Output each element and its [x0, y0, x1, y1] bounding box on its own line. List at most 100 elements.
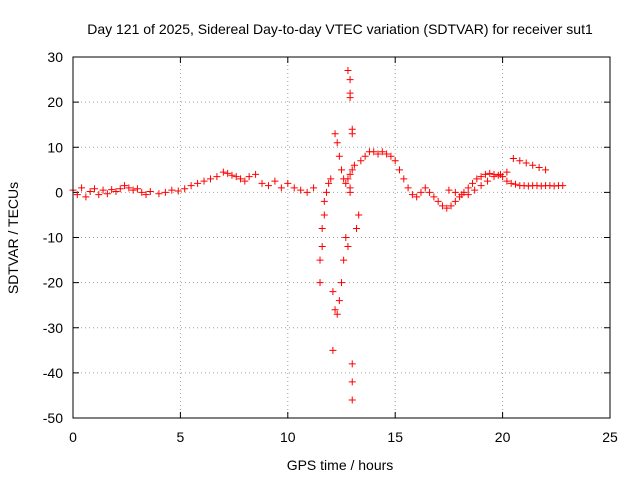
data-point [438, 202, 446, 210]
data-point [320, 211, 328, 219]
data-point [378, 148, 386, 156]
series-disturbed [316, 67, 363, 404]
data-point [344, 67, 352, 75]
data-point [387, 152, 395, 160]
data-point [333, 310, 341, 318]
data-point [395, 166, 403, 174]
data-point [357, 157, 365, 165]
y-axis-label: SDTVAR / TECUs [5, 182, 21, 294]
data-point [469, 179, 477, 187]
data-point [421, 184, 429, 192]
data-point [346, 76, 354, 84]
data-point [252, 170, 260, 178]
data-point [391, 157, 399, 165]
data-point [331, 306, 339, 314]
y-tick-label: -40 [43, 365, 63, 381]
data-point [496, 170, 504, 178]
data-point [338, 279, 345, 287]
plot-frame [72, 56, 611, 419]
data-point [445, 186, 453, 194]
data-point [451, 188, 459, 196]
data-point [348, 166, 356, 174]
y-tick-label: -10 [43, 230, 63, 246]
data-point [400, 175, 408, 183]
data-point [342, 179, 350, 187]
x-tick-labels: 0 5 10 15 20 25 [69, 429, 618, 445]
x-tick-label: 5 [177, 429, 185, 445]
data-point [374, 150, 382, 158]
series-post-storm [357, 148, 567, 212]
data-point [503, 177, 511, 185]
data-point [187, 182, 195, 190]
data-point [155, 190, 163, 198]
y-tick-label: 30 [47, 49, 63, 65]
data-point [125, 184, 133, 192]
data-point [146, 187, 154, 195]
data-point [258, 179, 266, 187]
data-point [511, 180, 519, 188]
data-point [318, 243, 326, 251]
data-point [316, 279, 324, 287]
data-point [219, 168, 227, 176]
data-point [228, 171, 236, 179]
data-point [73, 191, 81, 199]
data-point [86, 187, 94, 195]
data-point [318, 224, 326, 232]
series-late-upper-branch [445, 155, 550, 199]
chart-title: Day 121 of 2025, Sidereal Day-to-day VTE… [87, 21, 593, 37]
data-point [316, 256, 324, 264]
data-point [529, 161, 537, 169]
data-point [434, 197, 442, 205]
data-point [277, 184, 285, 192]
data-point [95, 191, 103, 199]
data-point [430, 193, 438, 201]
data-point [370, 148, 378, 156]
data-point [348, 378, 356, 386]
data-point [264, 182, 272, 190]
y-tick-label: 0 [55, 184, 63, 200]
data-point [237, 175, 245, 183]
y-tick-label: -30 [43, 320, 63, 336]
data-point [344, 243, 352, 251]
data-point [408, 191, 416, 199]
data-point [194, 179, 202, 187]
data-point [340, 256, 348, 264]
data-point [481, 170, 489, 178]
data-point [245, 173, 253, 181]
data-point [241, 177, 249, 185]
data-point [121, 182, 129, 190]
data-point [329, 288, 337, 296]
data-point [516, 157, 524, 165]
data-point [447, 202, 455, 210]
data-point [477, 182, 485, 190]
data-point [206, 175, 214, 183]
data-point [451, 197, 459, 205]
x-tick-label: 15 [387, 429, 403, 445]
data-point [181, 185, 189, 193]
data-point [346, 184, 354, 192]
y-tick-label: -50 [43, 410, 63, 426]
data-point [338, 166, 345, 174]
data-point [477, 173, 485, 181]
data-point [213, 173, 221, 181]
data-point [320, 197, 328, 205]
data-point [344, 175, 352, 183]
data-point [503, 168, 511, 176]
data-point [348, 125, 356, 133]
data-point [284, 179, 292, 187]
data-point [200, 177, 208, 185]
data-point [78, 184, 86, 192]
data-point [361, 152, 369, 160]
data-point [443, 204, 451, 212]
data-point [535, 164, 543, 172]
data-point [335, 297, 343, 305]
data-point [331, 130, 339, 138]
data-point [464, 191, 472, 199]
data-point [90, 185, 98, 193]
data-point [99, 186, 107, 194]
data-point [346, 94, 354, 102]
data-point [297, 186, 305, 194]
